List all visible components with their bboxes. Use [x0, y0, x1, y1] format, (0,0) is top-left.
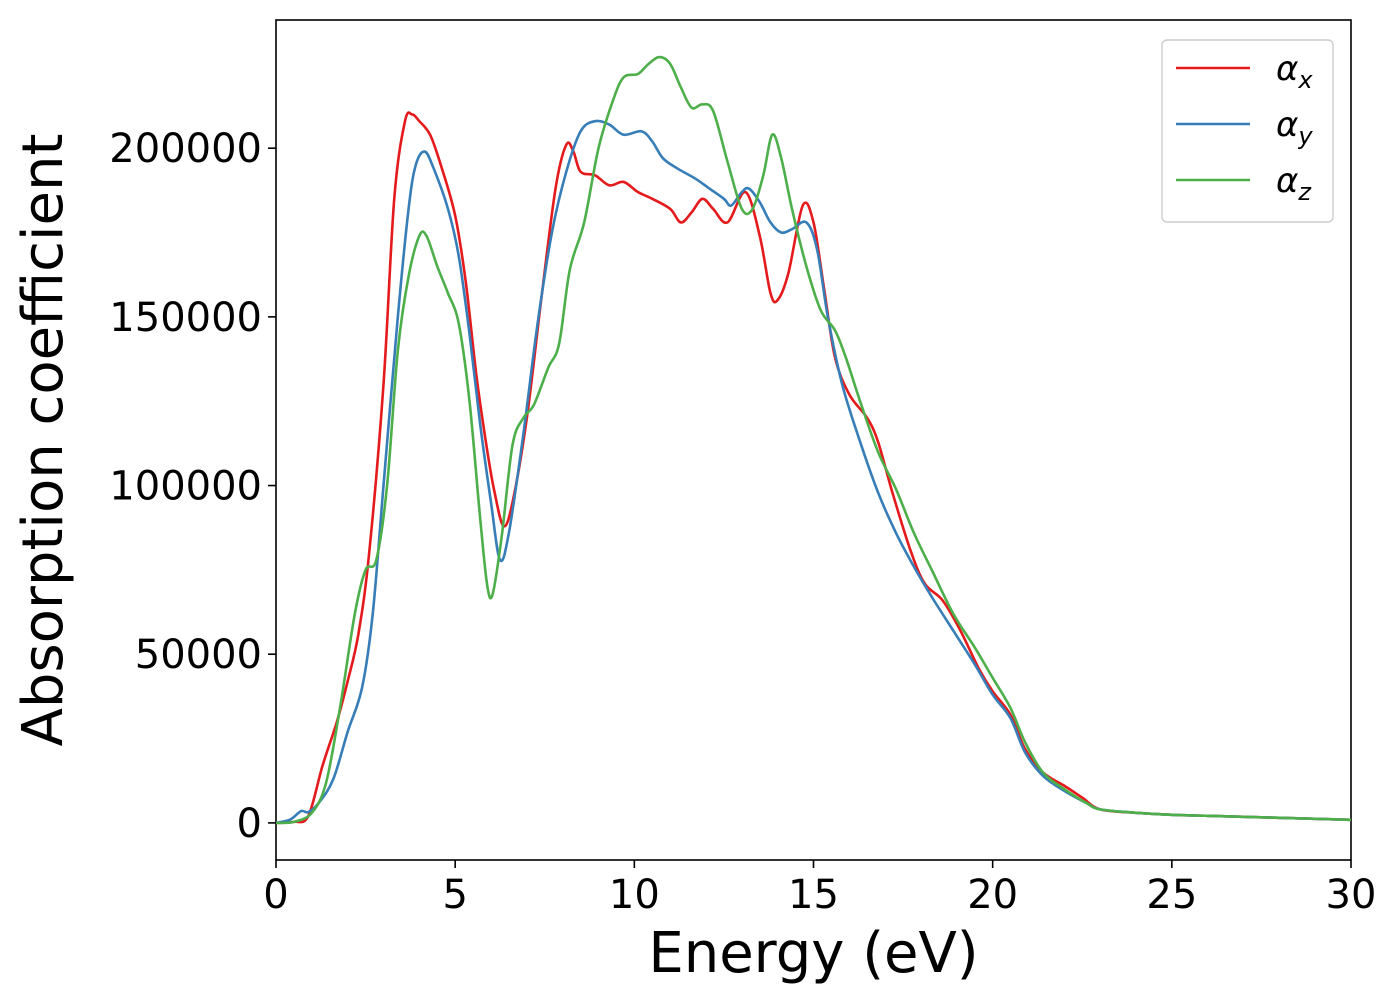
- y-tick-label: 0: [237, 801, 262, 847]
- legend-label-z: αz: [1276, 161, 1312, 206]
- legend: αx αy αz: [1161, 39, 1334, 223]
- x-tick-label: 0: [263, 872, 288, 918]
- x-axis-label: Energy (eV): [648, 921, 978, 986]
- series-line-x: [276, 111, 1351, 825]
- y-tick-label: 200000: [109, 126, 262, 172]
- y-axis-label: Absorption coefficient: [11, 134, 76, 747]
- legend-label-x: αx: [1276, 49, 1313, 94]
- y-tick-label: 100000: [109, 464, 262, 510]
- series-layer: [276, 55, 1351, 825]
- y-tick-label: 150000: [109, 295, 262, 341]
- x-tick-label: 15: [788, 872, 839, 918]
- x-tick-label: 5: [442, 872, 467, 918]
- x-tick-label: 10: [609, 872, 660, 918]
- x-tick-label: 30: [1326, 872, 1377, 918]
- x-tick-label: 20: [967, 872, 1018, 918]
- x-axis-ticks: 0 5 10 15 20 25 30: [263, 860, 1376, 918]
- legend-box: [1161, 39, 1334, 223]
- x-tick-label: 25: [1146, 872, 1197, 918]
- y-tick-label: 50000: [135, 632, 262, 678]
- y-axis-ticks: 0 50000 100000 150000 200000: [109, 126, 276, 847]
- legend-label-y: αy: [1276, 105, 1313, 150]
- series-line-z: [276, 55, 1351, 825]
- series-line-y: [276, 119, 1351, 825]
